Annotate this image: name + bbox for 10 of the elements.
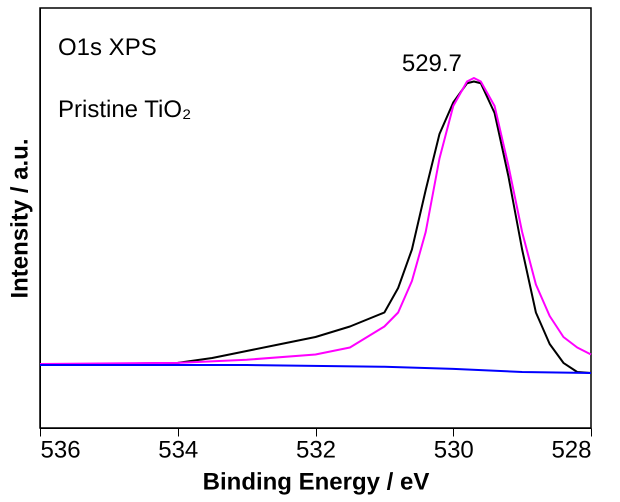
x-tick-label: 532	[296, 436, 336, 464]
text: O1s XPS	[58, 34, 157, 61]
annotation: Pristine TiO₂	[58, 96, 192, 123]
annotation: 529.7	[402, 50, 462, 77]
x-tick-label: 536	[40, 436, 81, 464]
y-axis-title: Intensity / a.u.	[6, 138, 34, 299]
x-tick-label: 528	[551, 436, 592, 464]
x-tick-label: 530	[434, 436, 474, 464]
x-axis-title: Binding Energy / eV	[202, 468, 430, 496]
x-tick-label: 534	[158, 436, 198, 464]
